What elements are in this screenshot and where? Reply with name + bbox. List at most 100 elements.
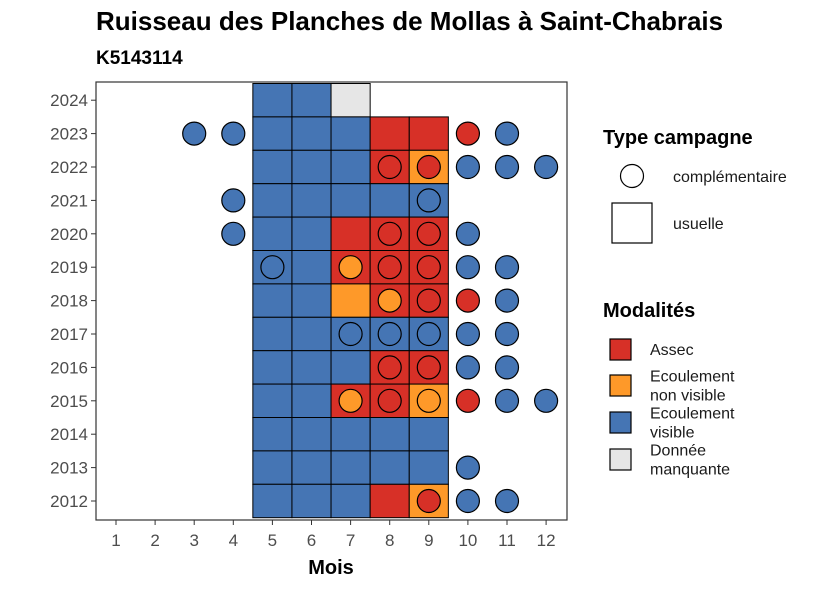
tile-2012-6 (291, 483, 332, 519)
y-tick-label: 2013 (50, 459, 88, 478)
point-2020-4 (221, 221, 246, 246)
point-2012-11 (494, 488, 520, 514)
legend: Type campagne complémentaire usuelle Modali… (603, 127, 787, 479)
chart-subtitle: K5143114 (96, 48, 183, 69)
point-2023-11 (494, 121, 520, 146)
tile-2019-6 (291, 250, 332, 285)
x-tick-label: 2 (150, 531, 159, 550)
point-2018-11 (494, 288, 520, 313)
tile-2021-5 (252, 183, 293, 218)
tile-2012-5 (252, 483, 293, 519)
usuelle-tiles (252, 83, 449, 519)
tile-2017-6 (291, 316, 332, 352)
y-tick-label: 2018 (50, 292, 88, 311)
point-2023-4 (221, 121, 246, 146)
tile-2016-7 (330, 350, 371, 385)
y-tick-label: 2017 (50, 325, 88, 344)
point-2020-8 (377, 221, 402, 246)
tile-2021-7 (330, 183, 371, 218)
point-2019-7 (338, 255, 363, 280)
tile-2020-6 (291, 216, 332, 252)
legend-key-circle (619, 163, 645, 189)
tile-2024-6 (291, 83, 332, 118)
tile-2017-5 (252, 316, 293, 352)
x-tick-label: 4 (229, 531, 238, 550)
point-2016-8 (377, 355, 402, 380)
tile-2024-5 (252, 83, 293, 118)
tile-2018-6 (291, 283, 332, 318)
x-tick-label: 6 (307, 531, 316, 550)
legend-swatch (609, 374, 632, 397)
y-tick-label: 2019 (50, 258, 88, 277)
tile-2021-6 (291, 183, 332, 218)
tile-2013-9 (408, 450, 449, 485)
x-axis-title: Mois (308, 557, 354, 579)
tile-2022-7 (330, 149, 371, 185)
tile-2015-5 (252, 383, 293, 419)
legend-type-title: Type campagne (603, 127, 753, 149)
tile-2023-5 (252, 116, 293, 151)
tile-2014-5 (252, 417, 293, 452)
point-2015-11 (494, 388, 520, 413)
x-tick-label: 5 (268, 531, 277, 550)
point-2020-9 (416, 221, 441, 246)
y-tick-label: 2020 (50, 225, 88, 244)
tile-2014-7 (330, 417, 371, 452)
complementaire-points (182, 121, 559, 514)
point-2012-10 (455, 488, 480, 514)
x-tick-label: 9 (424, 531, 433, 550)
point-2021-4 (221, 188, 246, 213)
tile-2023-6 (291, 116, 332, 151)
point-2016-11 (494, 355, 520, 380)
tile-2023-8 (369, 116, 410, 151)
point-2019-10 (455, 255, 480, 280)
y-tick-label: 2014 (50, 425, 88, 444)
tile-2014-6 (291, 417, 332, 452)
tile-2016-5 (252, 350, 293, 385)
tile-2023-7 (330, 116, 371, 151)
tile-2020-5 (252, 216, 293, 252)
point-2019-8 (377, 255, 402, 280)
point-2018-10 (455, 288, 480, 313)
y-tick-label: 2012 (50, 492, 88, 511)
legend-swatch (609, 411, 632, 434)
tile-2013-8 (369, 450, 410, 485)
y-tick-label: 2024 (50, 91, 88, 110)
point-2012-9 (416, 488, 441, 514)
point-2022-12 (533, 154, 559, 180)
point-2016-9 (416, 355, 441, 380)
tile-2014-8 (369, 417, 410, 452)
point-2016-10 (455, 355, 480, 380)
x-tick-label: 10 (458, 531, 477, 550)
x-tick-label: 11 (498, 531, 516, 550)
point-2017-10 (455, 321, 480, 347)
legend-swatch (609, 448, 632, 471)
x-tick-label: 1 (111, 531, 120, 550)
point-2022-9 (416, 154, 441, 180)
legend-modalites-title: Modalités (603, 300, 695, 322)
tile-2018-7 (330, 283, 371, 318)
x-tick-label: 12 (537, 531, 556, 550)
point-2020-10 (455, 221, 480, 246)
y-tick-label: 2021 (50, 191, 88, 210)
y-tick-label: 2015 (50, 392, 88, 411)
tile-2018-5 (252, 283, 293, 318)
tile-2015-6 (291, 383, 332, 419)
tile-2024-7 (330, 83, 371, 118)
legend-type-label: complémentaire (673, 169, 787, 186)
point-2022-10 (455, 154, 480, 180)
point-2013-10 (455, 455, 480, 480)
tile-2013-6 (291, 450, 332, 485)
point-2015-8 (377, 388, 402, 413)
x-tick-label: 8 (385, 531, 394, 550)
point-2017-11 (494, 321, 520, 347)
chart-title: Ruisseau des Planches de Mollas à Saint-… (96, 6, 723, 36)
point-2017-7 (338, 321, 363, 347)
point-2023-3 (182, 121, 207, 146)
tile-2023-9 (408, 116, 449, 151)
point-2017-9 (416, 321, 441, 347)
tile-2020-7 (330, 216, 371, 252)
point-2015-7 (338, 388, 363, 413)
point-2021-9 (416, 188, 441, 213)
legend-modalite-label: Assec (650, 342, 694, 359)
